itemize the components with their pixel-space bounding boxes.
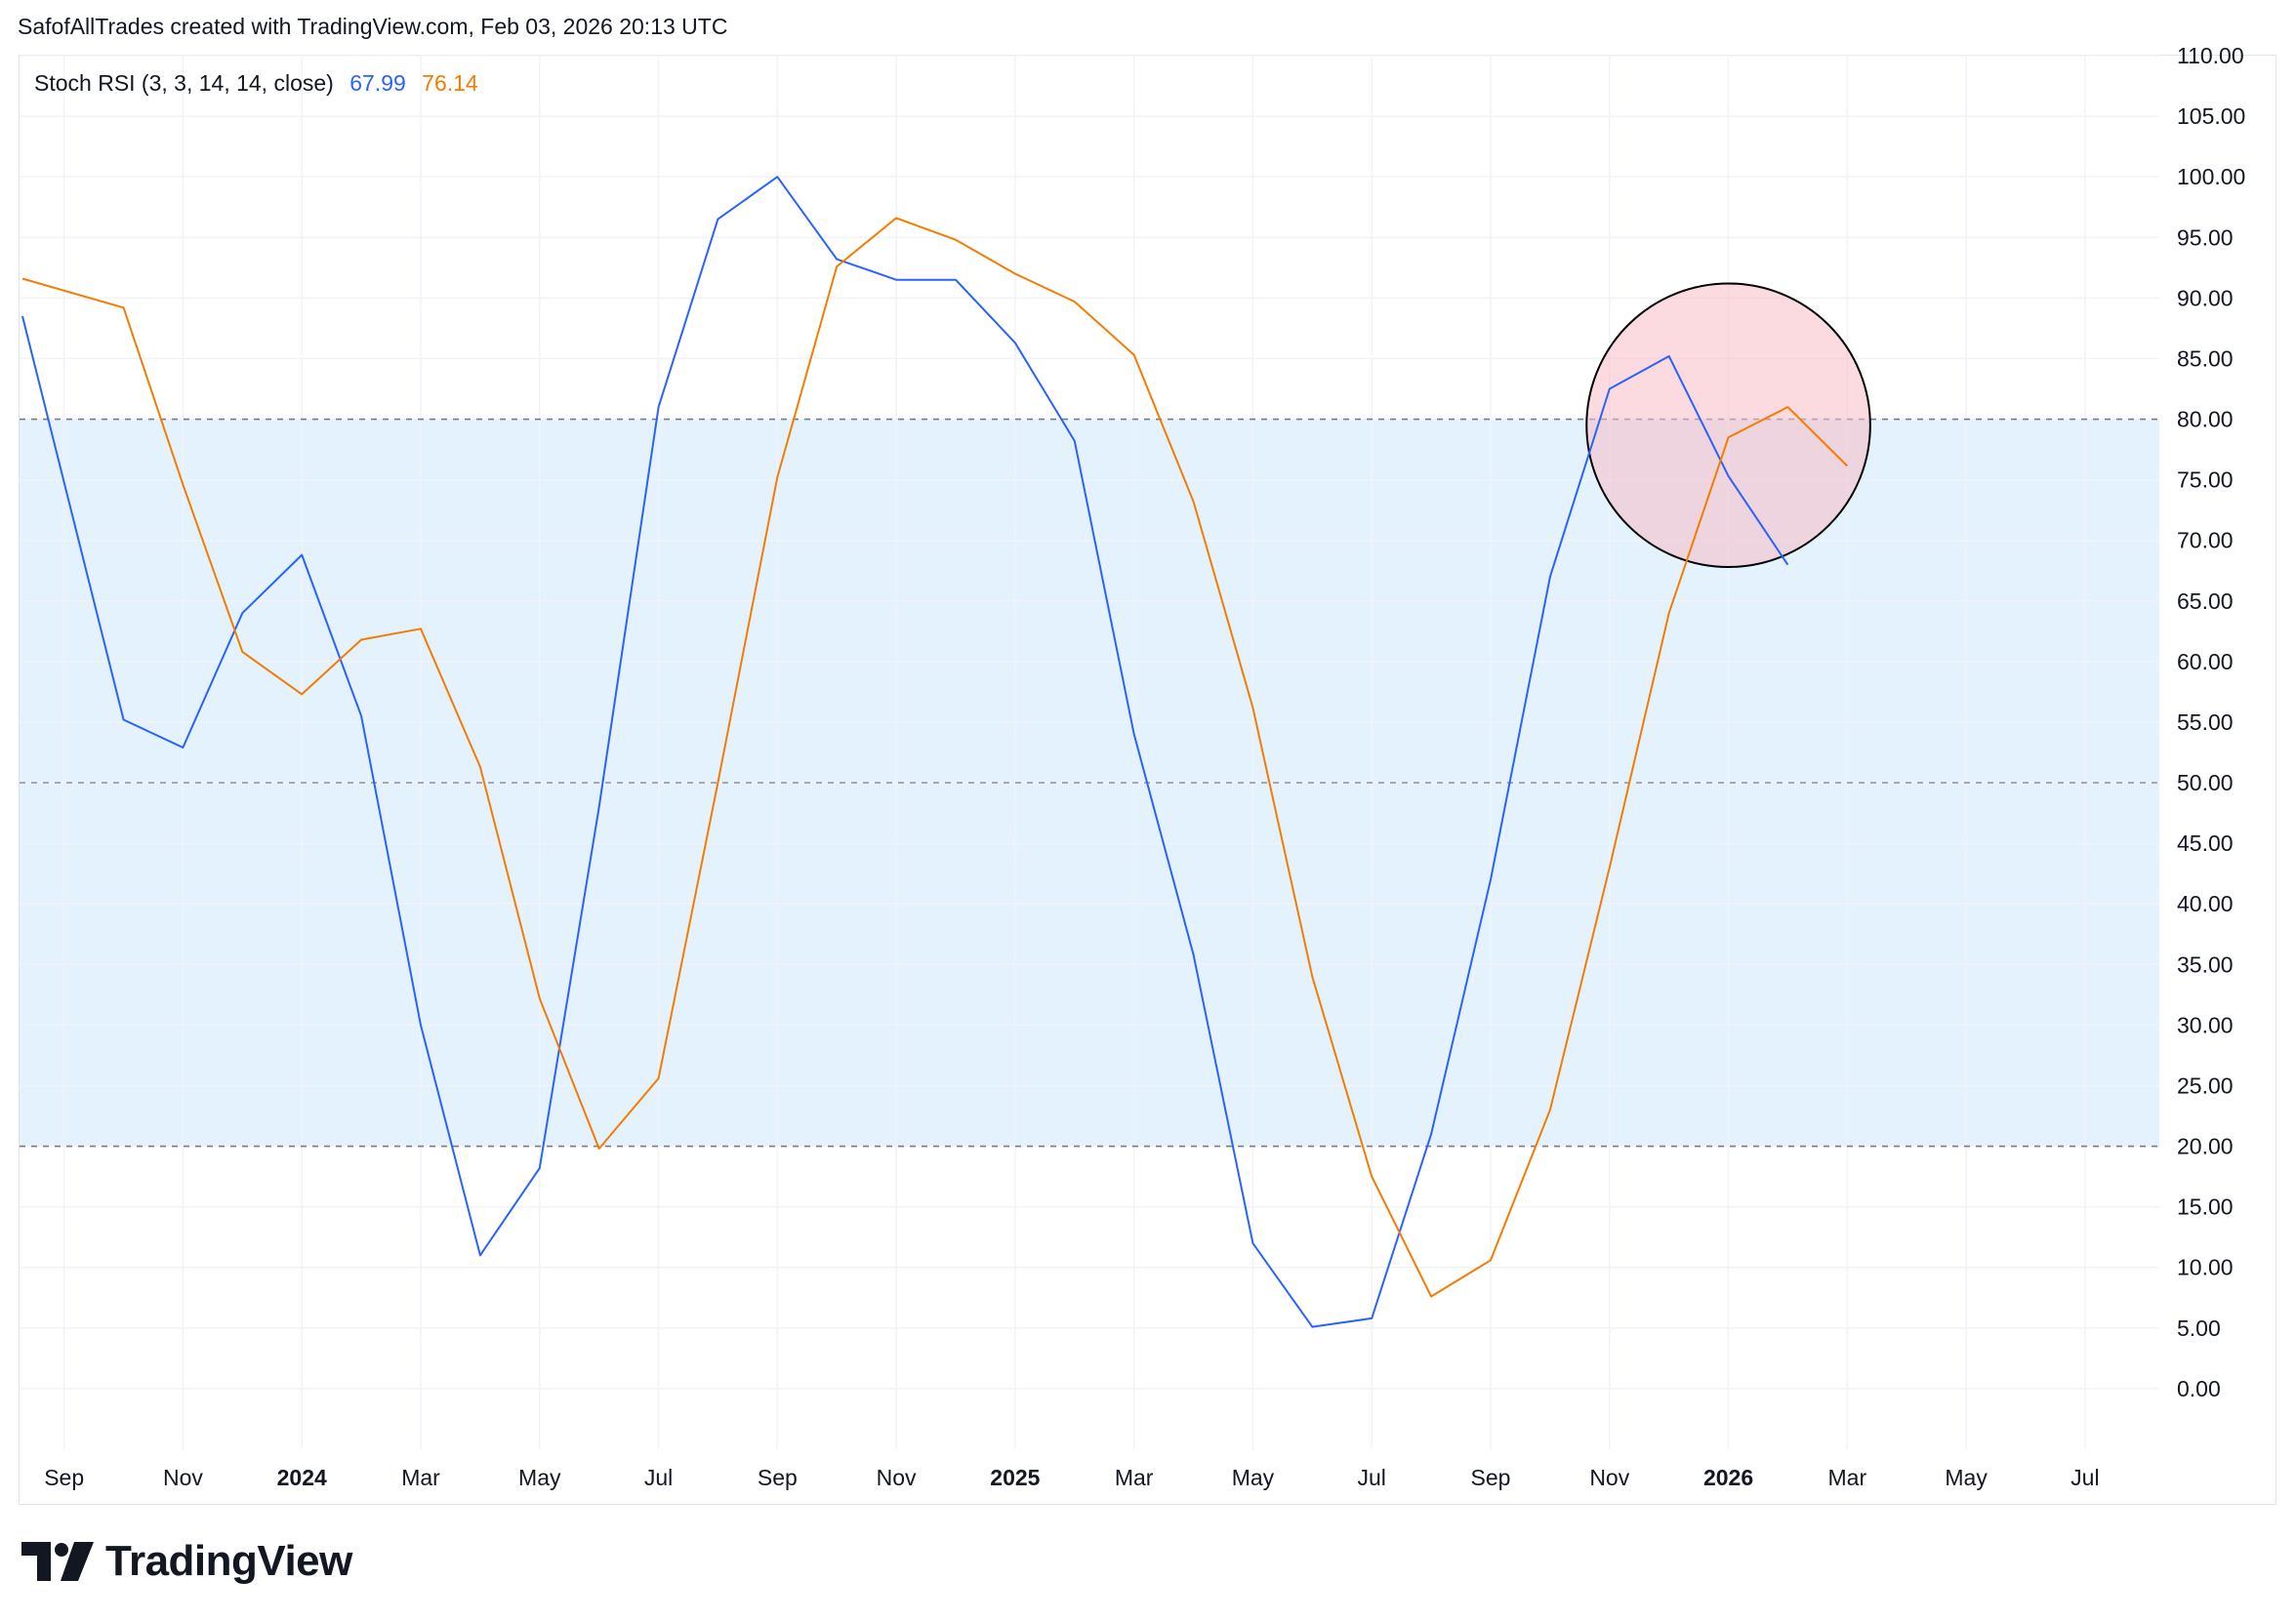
series-line-k	[21, 176, 1789, 1328]
y-tick-label: 80.00	[2177, 407, 2234, 432]
x-tick-label: May	[1232, 1465, 1275, 1490]
y-tick-label: 30.00	[2177, 1012, 2234, 1037]
d-value: 76.14	[422, 70, 478, 96]
indicator-legend[interactable]: Stoch RSI (3, 3, 14, 14, close) 67.99 76…	[34, 70, 478, 97]
x-tick-label: Nov	[1589, 1465, 1629, 1490]
y-tick-label: 35.00	[2177, 952, 2234, 977]
x-tick-label: May	[518, 1465, 561, 1490]
y-tick-label: 65.00	[2177, 588, 2234, 614]
y-tick-label: 45.00	[2177, 830, 2234, 856]
x-tick-label: 2026	[1703, 1465, 1753, 1490]
tradingview-logo-icon	[21, 1542, 94, 1581]
y-tick-label: 75.00	[2177, 467, 2234, 493]
series-line-d	[21, 217, 1849, 1298]
y-tick-label: 60.00	[2177, 649, 2234, 674]
k-value: 67.99	[349, 70, 406, 96]
y-tick-label: 50.00	[2177, 770, 2234, 795]
y-tick-label: 95.00	[2177, 224, 2234, 250]
y-tick-label: 110.00	[2177, 43, 2244, 68]
x-tick-label: Mar	[1828, 1465, 1867, 1490]
y-tick-label: 70.00	[2177, 528, 2234, 553]
y-tick-label: 105.00	[2177, 103, 2245, 129]
x-tick-label: Sep	[758, 1465, 798, 1490]
y-tick-label: 100.00	[2177, 164, 2245, 189]
brand-name: TradingView	[105, 1537, 352, 1585]
x-tick-label: May	[1945, 1465, 1988, 1490]
x-tick-label: 2024	[277, 1465, 327, 1490]
chart-attribution: SafofAllTrades created with TradingView.…	[18, 14, 728, 39]
indicator-name: Stoch RSI (3, 3, 14, 14, close)	[34, 70, 334, 96]
x-tick-label: Jul	[644, 1465, 673, 1490]
x-tick-label: Mar	[401, 1465, 440, 1490]
x-tick-label: Mar	[1115, 1465, 1154, 1490]
y-tick-label: 90.00	[2177, 285, 2234, 310]
y-tick-label: 85.00	[2177, 345, 2234, 371]
y-tick-label: 55.00	[2177, 709, 2234, 735]
x-tick-label: Sep	[1471, 1465, 1511, 1490]
x-tick-label: Jul	[1358, 1465, 1386, 1490]
x-tick-label: Sep	[44, 1465, 84, 1490]
y-tick-label: 10.00	[2177, 1255, 2234, 1280]
y-tick-label: 5.00	[2177, 1316, 2221, 1341]
y-tick-label: 25.00	[2177, 1073, 2234, 1098]
x-tick-label: 2025	[990, 1465, 1040, 1490]
x-tick-label: Nov	[877, 1465, 917, 1490]
y-tick-label: 15.00	[2177, 1195, 2234, 1220]
x-tick-label: Jul	[2070, 1465, 2099, 1490]
brand-logo[interactable]: TradingView	[21, 1537, 352, 1585]
x-tick-label: Nov	[163, 1465, 203, 1490]
highlight-circle	[1585, 282, 1871, 569]
y-tick-label: 20.00	[2177, 1134, 2234, 1159]
y-tick-label: 40.00	[2177, 891, 2234, 916]
y-tick-label: 0.00	[2177, 1376, 2221, 1401]
